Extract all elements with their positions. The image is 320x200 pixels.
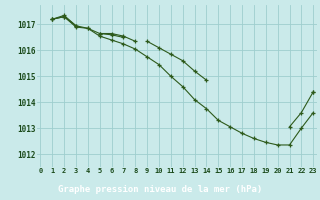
Text: Graphe pression niveau de la mer (hPa): Graphe pression niveau de la mer (hPa) <box>58 185 262 194</box>
